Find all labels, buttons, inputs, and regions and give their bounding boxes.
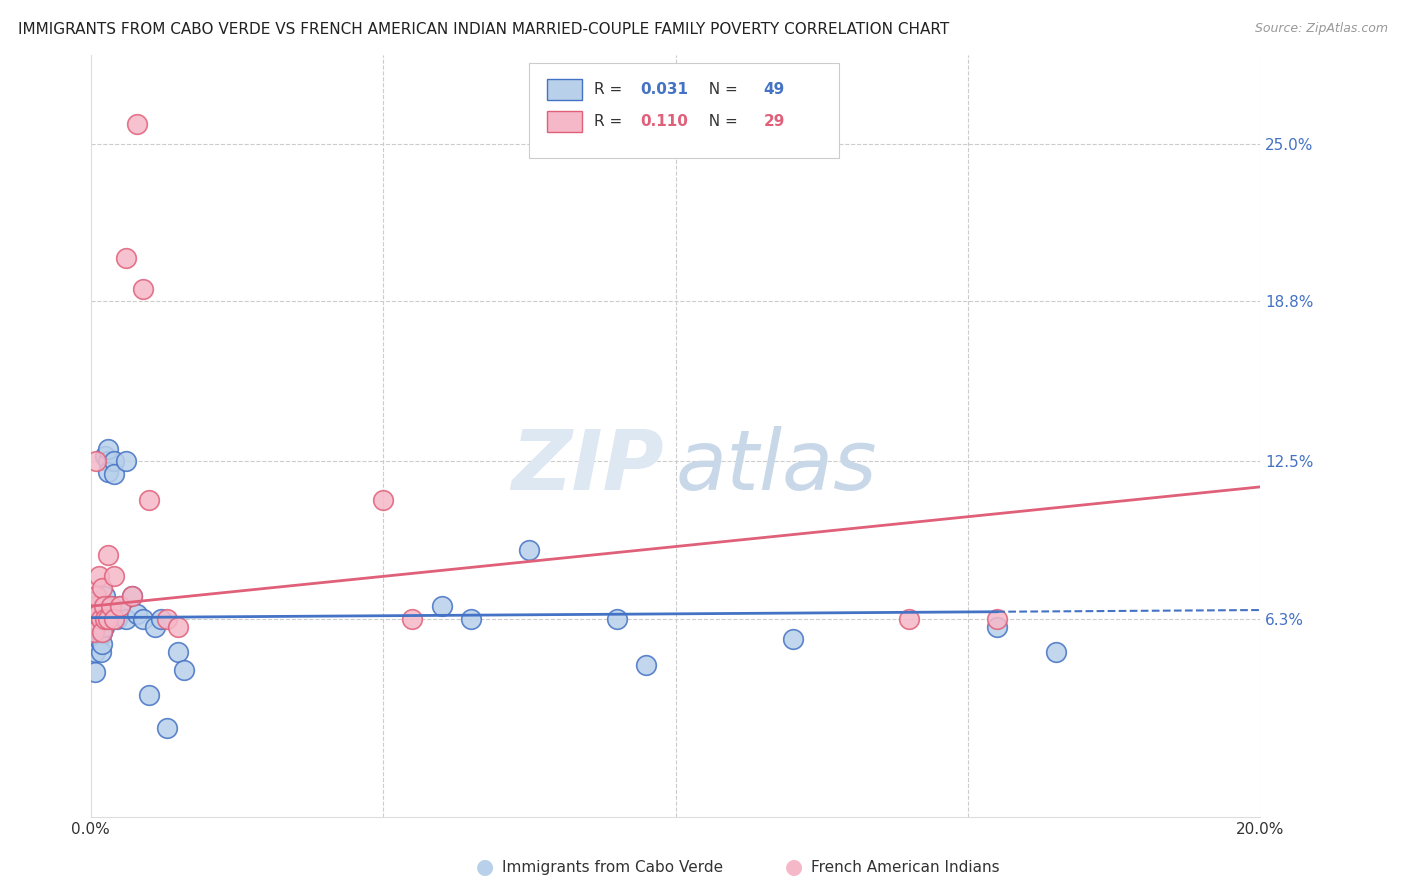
Point [156,721,179,735]
Point [517,543,540,558]
Point [83,645,105,659]
Point [986,612,1008,626]
Text: N =: N = [699,82,742,97]
Point [132,282,155,296]
Point [138,492,160,507]
Point [167,619,190,633]
Point [127,117,149,131]
Point [86,612,108,626]
Point [97,612,120,626]
Point [114,454,136,468]
Text: 0.031: 0.031 [640,82,689,97]
Point [90,612,112,626]
Point [782,632,804,647]
Point [91,612,114,626]
Point [100,599,122,614]
Point [84,665,107,680]
Point [156,612,179,626]
Point [86,612,108,626]
Point [89,612,111,626]
Point [93,619,115,633]
FancyBboxPatch shape [547,78,582,100]
Point [97,549,120,563]
Point [121,589,143,603]
Point [84,599,107,614]
Point [1045,645,1067,659]
Point [91,624,114,639]
Text: N =: N = [699,114,742,129]
Point [108,599,131,614]
Point [103,454,125,468]
Text: ●: ● [477,857,494,877]
Point [90,627,112,641]
Point [91,637,114,651]
Point [82,612,104,626]
Point [606,612,628,626]
Text: ●: ● [786,857,803,877]
Point [986,619,1008,633]
Point [127,607,149,621]
Point [93,589,115,603]
Text: atlas: atlas [675,426,877,507]
Text: IMMIGRANTS FROM CABO VERDE VS FRENCH AMERICAN INDIAN MARRIED-COUPLE FAMILY POVER: IMMIGRANTS FROM CABO VERDE VS FRENCH AME… [18,22,949,37]
Point [83,624,105,639]
Point [100,599,122,614]
Point [105,612,128,626]
Point [898,612,921,626]
Point [97,454,120,468]
Point [149,612,172,626]
Point [86,589,108,603]
FancyBboxPatch shape [529,62,839,158]
Point [103,612,125,626]
Point [91,582,114,596]
Point [430,599,453,614]
Point [89,568,111,582]
Point [86,624,108,639]
Point [98,612,121,626]
Text: Immigrants from Cabo Verde: Immigrants from Cabo Verde [502,860,723,874]
Text: 0.110: 0.110 [640,114,689,129]
Point [87,632,110,647]
Point [132,612,155,626]
Text: ZIP: ZIP [512,426,664,507]
Point [173,663,195,677]
Text: Source: ZipAtlas.com: Source: ZipAtlas.com [1254,22,1388,36]
Point [82,612,104,626]
Point [114,612,136,626]
Point [90,645,112,659]
Point [91,624,114,639]
Point [103,568,125,582]
Point [108,599,131,614]
Point [97,465,120,479]
Text: French American Indians: French American Indians [811,860,1000,874]
Point [86,454,108,468]
Point [97,442,120,456]
Point [83,630,105,644]
Point [371,492,394,507]
Point [114,252,136,266]
Point [89,599,111,614]
Text: 29: 29 [763,114,785,129]
Point [94,450,117,464]
Point [93,599,115,614]
Point [93,599,115,614]
Point [167,645,190,659]
Point [460,612,482,626]
Point [138,688,160,702]
Point [636,657,658,672]
Point [143,619,166,633]
Point [103,467,125,482]
Point [121,589,143,603]
Point [87,607,110,621]
Text: R =: R = [593,114,627,129]
Point [94,612,117,626]
Text: 49: 49 [763,82,785,97]
FancyBboxPatch shape [547,111,582,132]
Point [401,612,423,626]
Point [87,619,110,633]
Point [86,594,108,608]
Text: R =: R = [593,82,627,97]
